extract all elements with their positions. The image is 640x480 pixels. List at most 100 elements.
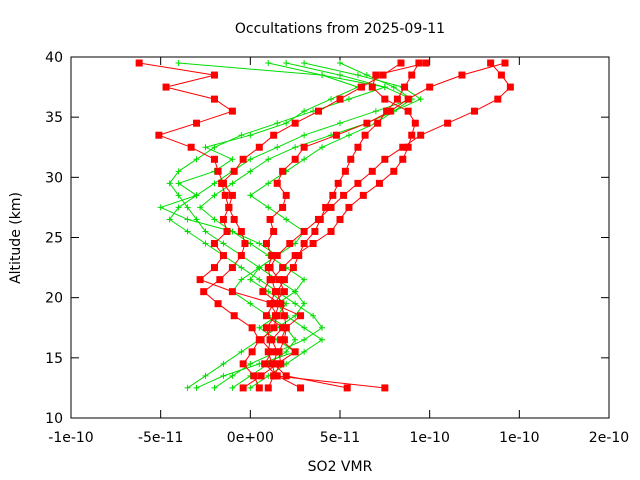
data-point — [381, 384, 389, 392]
data-point — [229, 180, 236, 187]
data-point — [279, 203, 287, 211]
x-tick-label: 5e-11 — [320, 430, 360, 446]
data-point — [301, 108, 308, 115]
data-point — [220, 360, 227, 367]
data-point — [230, 312, 238, 320]
data-point — [202, 228, 209, 235]
data-point — [354, 72, 361, 79]
data-point — [228, 191, 236, 199]
data-point — [283, 216, 290, 223]
red-series — [135, 59, 514, 392]
data-point — [247, 276, 254, 283]
data-point — [292, 300, 299, 307]
data-point — [301, 336, 308, 343]
data-point — [368, 83, 376, 91]
data-point — [275, 348, 283, 356]
data-point — [372, 71, 380, 79]
data-point — [157, 204, 164, 211]
data-point — [265, 180, 272, 187]
data-point — [301, 156, 308, 163]
data-point — [184, 384, 191, 391]
data-point — [337, 72, 343, 79]
x-axis-ticks: -1e-10 -5e-11 0e+00 5e-11 1e-10 1e-10 2e-10 — [48, 57, 629, 446]
data-point — [273, 312, 281, 320]
data-point — [239, 384, 247, 392]
chart-title: Occultations from 2025-09-11 — [235, 21, 445, 37]
y-tick-label: 10 — [45, 411, 63, 427]
data-point — [184, 204, 191, 211]
profile-line — [265, 62, 512, 389]
data-point — [444, 119, 452, 127]
data-point — [286, 240, 294, 248]
data-point — [228, 264, 236, 272]
data-point — [197, 204, 204, 211]
data-point — [256, 264, 263, 271]
data-point — [280, 336, 288, 344]
data-point — [404, 95, 412, 103]
x-tick-label: -5e-11 — [138, 430, 183, 446]
data-point — [273, 288, 281, 296]
data-point — [297, 384, 305, 392]
data-point — [341, 167, 349, 175]
data-point — [375, 179, 383, 187]
data-point — [259, 288, 267, 296]
data-point — [268, 276, 276, 284]
data-point — [241, 240, 249, 248]
data-point — [202, 372, 209, 379]
y-tick-label: 30 — [45, 170, 63, 186]
data-point — [223, 227, 231, 235]
data-point — [247, 300, 254, 307]
data-point — [166, 216, 173, 223]
data-point — [210, 95, 218, 103]
data-point — [327, 203, 335, 211]
y-tick-label: 35 — [45, 110, 63, 126]
data-point — [494, 95, 502, 103]
data-point — [175, 204, 182, 211]
data-point — [363, 119, 371, 127]
data-point — [255, 336, 263, 344]
data-point — [210, 71, 218, 79]
data-point — [345, 203, 353, 211]
data-point — [279, 264, 287, 272]
data-point — [295, 252, 303, 260]
data-point — [196, 276, 204, 284]
data-point — [229, 372, 236, 379]
data-point — [279, 167, 287, 175]
data-point — [417, 96, 424, 103]
data-point — [487, 59, 495, 67]
data-point — [221, 191, 229, 199]
data-point — [332, 131, 340, 139]
data-point — [193, 384, 200, 391]
data-point — [175, 60, 182, 67]
data-point — [497, 71, 505, 79]
data-point — [266, 264, 274, 272]
data-point — [345, 132, 352, 139]
data-point — [404, 107, 412, 115]
data-point — [381, 84, 388, 91]
data-point — [319, 144, 326, 151]
data-point — [155, 131, 163, 139]
data-point — [283, 120, 290, 127]
data-point — [354, 143, 362, 151]
profile-line — [262, 62, 506, 389]
data-point — [270, 360, 278, 368]
data-point — [328, 96, 335, 103]
data-point — [379, 71, 387, 79]
data-point — [273, 360, 281, 368]
data-point — [214, 300, 222, 308]
data-point — [202, 240, 209, 247]
data-point — [361, 131, 369, 139]
data-point — [210, 155, 218, 163]
profile-line — [267, 62, 420, 389]
data-point — [319, 324, 326, 331]
profile-line — [202, 62, 402, 389]
data-point — [280, 312, 288, 320]
data-point — [401, 83, 409, 91]
data-point — [239, 360, 247, 368]
y-tick-label: 25 — [45, 231, 63, 247]
data-point — [255, 143, 263, 151]
data-point — [256, 276, 263, 283]
data-point — [383, 107, 391, 115]
data-point — [300, 240, 308, 248]
data-point — [283, 348, 290, 355]
